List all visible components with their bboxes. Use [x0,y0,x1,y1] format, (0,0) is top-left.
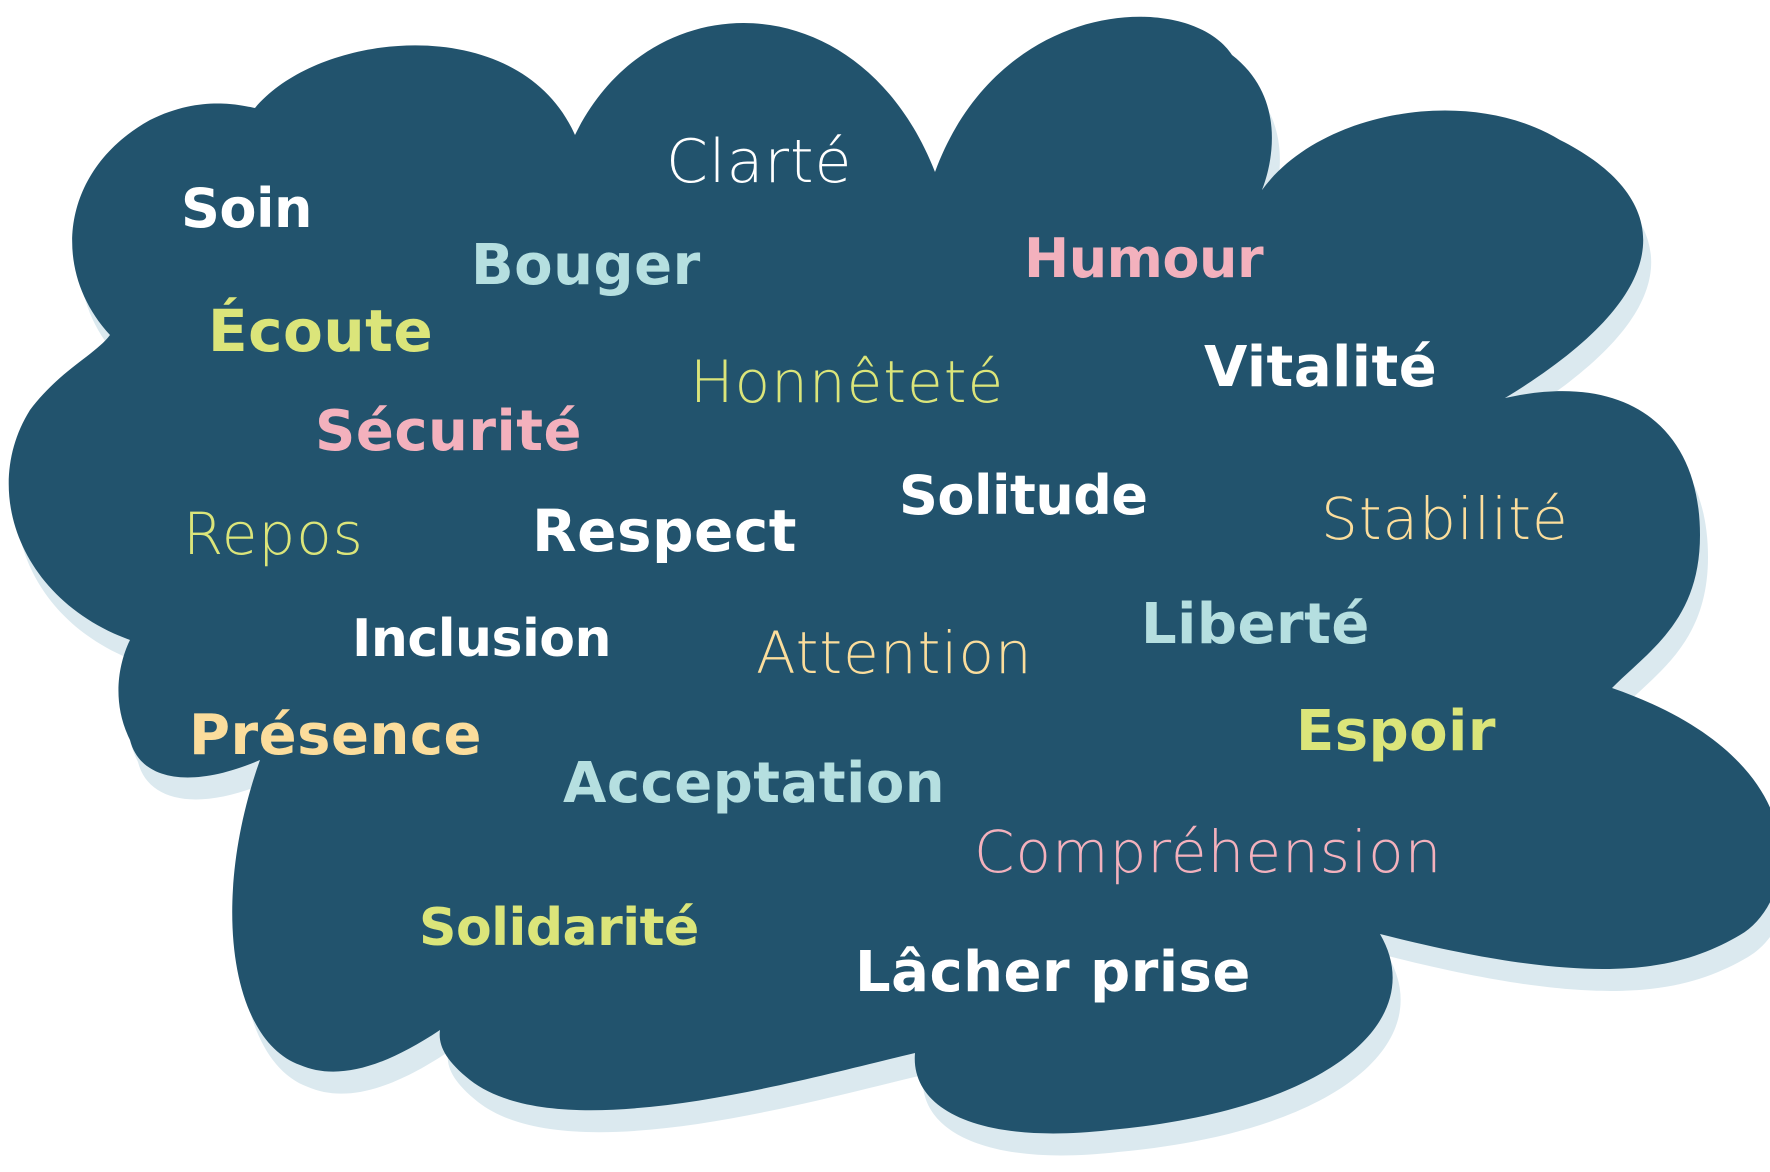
word-inclusion: Inclusion [352,609,612,669]
word-presence: Présence [189,703,482,768]
word-solidarite: Solidarité [419,898,699,958]
word-clarte: Clarté [666,127,853,197]
word-vitalite: Vitalité [1204,335,1438,400]
word-soin: Soin [181,177,312,240]
word-solitude: Solitude [899,464,1148,527]
word-ecoute: Écoute [208,297,434,365]
word-lacher-prise: Lâcher prise [855,940,1251,1005]
word-repos: Repos [183,500,364,568]
word-espoir: Espoir [1296,699,1496,764]
word-comprehension: Compréhension [974,818,1443,886]
word-attention: Attention [756,619,1033,687]
word-stabilite: Stabilité [1321,485,1569,553]
cloud-body [8,16,1770,1134]
word-honnetete: Honnêteté [690,348,1005,416]
word-respect: Respect [532,497,797,565]
word-acceptation: Acceptation [563,751,946,816]
word-humour: Humour [1024,227,1264,290]
word-bouger: Bouger [471,233,701,298]
word-liberte: Liberté [1141,592,1370,657]
word-securite: Sécurité [315,399,582,464]
